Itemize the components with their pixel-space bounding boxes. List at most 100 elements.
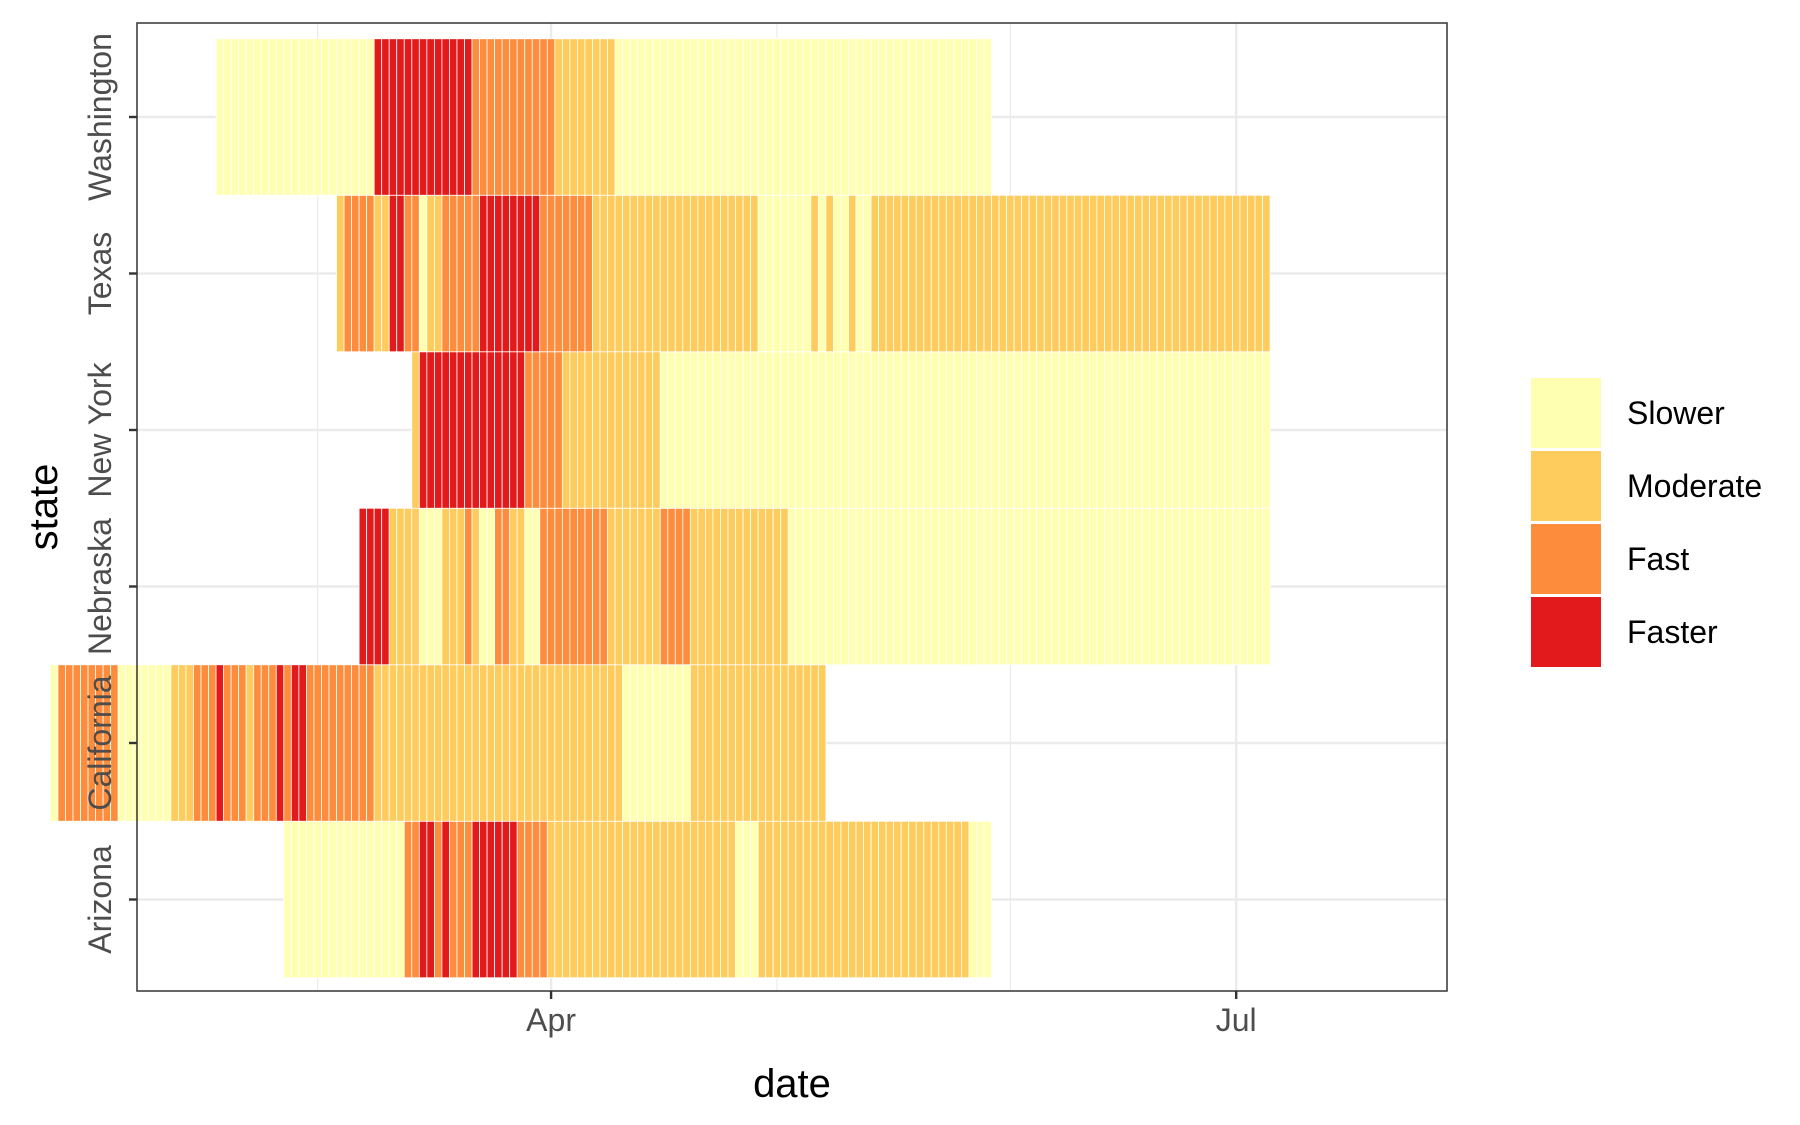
- tile: [584, 664, 593, 822]
- tile: [938, 507, 947, 666]
- tile: [697, 38, 706, 196]
- tile: [381, 194, 390, 353]
- tile: [501, 194, 511, 353]
- tile: [629, 194, 639, 353]
- tile: [313, 664, 322, 822]
- tile: [1262, 351, 1271, 509]
- tile: [1066, 194, 1075, 353]
- tile: [1216, 507, 1226, 666]
- tile: [351, 38, 360, 196]
- tile: [1201, 194, 1211, 353]
- tile: [614, 194, 624, 353]
- tile: [366, 664, 375, 822]
- tile: [501, 664, 511, 822]
- tile: [456, 38, 465, 196]
- tile: [1081, 194, 1090, 353]
- tile: [343, 820, 352, 979]
- tile: [599, 38, 608, 196]
- tile: [366, 820, 375, 979]
- tile: [727, 38, 736, 196]
- tile: [501, 507, 511, 666]
- tile: [1209, 507, 1218, 666]
- tile: [742, 664, 751, 822]
- tile: [170, 664, 179, 822]
- tile: [561, 194, 571, 353]
- tile: [765, 38, 774, 196]
- tile: [1111, 194, 1120, 353]
- tile: [923, 194, 932, 353]
- tile: [313, 38, 322, 196]
- tile: [464, 664, 473, 822]
- tile: [471, 351, 480, 509]
- tile: [930, 194, 940, 353]
- tile: [1043, 507, 1053, 666]
- tile: [546, 351, 556, 509]
- tile: [569, 351, 578, 509]
- tile: [471, 664, 480, 822]
- tile: [531, 351, 541, 509]
- tile: [817, 507, 827, 666]
- tile: [1043, 194, 1053, 353]
- tile: [712, 351, 721, 509]
- tile: [735, 820, 744, 979]
- tile: [599, 194, 608, 353]
- tile: [991, 194, 1000, 353]
- tile: [471, 38, 480, 196]
- tile: [1119, 507, 1128, 666]
- tile: [667, 820, 676, 979]
- tile: [697, 194, 706, 353]
- tile: [652, 38, 661, 196]
- tile: [343, 664, 352, 822]
- tile: [908, 38, 917, 196]
- tile: [953, 38, 962, 196]
- tile: [1119, 351, 1128, 509]
- tile: [509, 820, 518, 979]
- tile: [833, 351, 842, 509]
- tile: [1088, 351, 1098, 509]
- tile: [780, 664, 789, 822]
- tile: [742, 507, 751, 666]
- y-tick-label: Washington: [82, 33, 118, 201]
- tile: [991, 351, 1000, 509]
- tile: [1096, 507, 1105, 666]
- tile: [253, 664, 262, 822]
- tile: [1247, 507, 1256, 666]
- tile: [908, 194, 917, 353]
- tile: [1104, 351, 1113, 509]
- tile: [667, 38, 676, 196]
- tile: [351, 664, 360, 822]
- tile: [238, 664, 247, 822]
- tile: [554, 38, 563, 196]
- tile: [283, 664, 292, 822]
- tile: [750, 38, 759, 196]
- tile: [802, 820, 812, 979]
- tile: [524, 38, 533, 196]
- tile: [607, 664, 616, 822]
- tile: [479, 820, 488, 979]
- tile: [1141, 351, 1151, 509]
- tile: [441, 820, 450, 979]
- tile: [689, 38, 699, 196]
- tile: [162, 664, 172, 822]
- tile: [1021, 351, 1030, 509]
- tile: [682, 351, 691, 509]
- tile: [388, 507, 398, 666]
- tile: [930, 507, 940, 666]
- tile: [637, 38, 646, 196]
- tile: [592, 507, 601, 666]
- tile: [878, 820, 887, 979]
- tile: [720, 664, 729, 822]
- tile: [1104, 507, 1113, 666]
- tile: [524, 351, 533, 509]
- tile: [787, 194, 797, 353]
- tile: [885, 507, 895, 666]
- tile: [712, 820, 721, 979]
- tile: [682, 507, 691, 666]
- tile: [825, 38, 834, 196]
- tile: [1006, 351, 1015, 509]
- tile: [494, 820, 503, 979]
- tile: [961, 820, 970, 979]
- tile: [817, 664, 827, 822]
- tile: [750, 820, 759, 979]
- tile: [464, 507, 473, 666]
